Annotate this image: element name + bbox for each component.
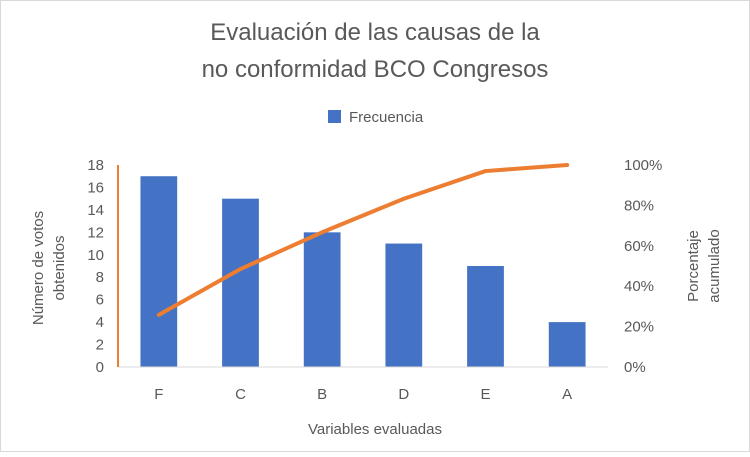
- y-axis-title-line-2: obtenidos: [51, 235, 68, 300]
- bars: [140, 176, 586, 367]
- cumulative-line: [156, 163, 570, 317]
- legend: Frecuencia: [328, 109, 424, 126]
- bar-E: [467, 266, 504, 367]
- x-tick-label: B: [317, 386, 327, 403]
- y2-tick-label: 60%: [624, 238, 654, 255]
- bar-A: [548, 322, 586, 367]
- x-axis-title: Variables evaluadas: [308, 421, 442, 438]
- chart-title-line-1: Evaluación de las causas de la: [210, 19, 540, 46]
- y2-axis-title-line-2: acumulado: [706, 229, 723, 302]
- bar-D: [385, 243, 423, 367]
- y-tick-label: 4: [96, 314, 104, 331]
- y-tick-label: 18: [87, 157, 104, 174]
- y-axis-ticks: 0 2 4 6 8 10 12 14 16 18: [87, 157, 104, 376]
- y2-axis-ticks: 0% 20% 40% 60% 80% 100%: [624, 157, 662, 376]
- y-tick-label: 12: [87, 224, 104, 241]
- y-axis-title-line-1: Número de votos: [30, 211, 47, 325]
- y-tick-label: 16: [87, 179, 104, 196]
- y-tick-label: 6: [96, 292, 104, 309]
- bar-B: [303, 232, 341, 367]
- x-tick-label: E: [480, 386, 490, 403]
- y2-tick-label: 0%: [624, 359, 646, 376]
- y2-axis-title-line-1: Porcentaje: [685, 230, 702, 302]
- y-tick-label: 0: [96, 359, 104, 376]
- cumulative-line-series: [156, 163, 570, 317]
- y2-tick-label: 80%: [624, 197, 654, 214]
- x-tick-label: A: [562, 386, 572, 403]
- x-tick-label: F: [154, 386, 163, 403]
- x-tick-label: D: [398, 386, 409, 403]
- y2-tick-label: 20%: [624, 319, 654, 336]
- y2-axis-title: Porcentaje acumulado: [685, 229, 723, 302]
- y-axis-title: Número de votos obtenidos: [30, 211, 68, 325]
- chart-title-line-2: no conformidad BCO Congresos: [202, 56, 549, 83]
- y2-tick-label: 100%: [624, 157, 662, 174]
- legend-label-frecuencia: Frecuencia: [349, 109, 424, 126]
- y-tick-label: 8: [96, 269, 104, 286]
- legend-swatch-frecuencia: [328, 110, 341, 123]
- y-tick-label: 10: [87, 247, 104, 264]
- y-tick-label: 14: [87, 202, 104, 219]
- y2-tick-label: 40%: [624, 278, 654, 295]
- y-tick-label: 2: [96, 337, 104, 354]
- bar-F: [140, 176, 178, 367]
- bar-C: [222, 198, 259, 367]
- x-tick-label: C: [235, 386, 246, 403]
